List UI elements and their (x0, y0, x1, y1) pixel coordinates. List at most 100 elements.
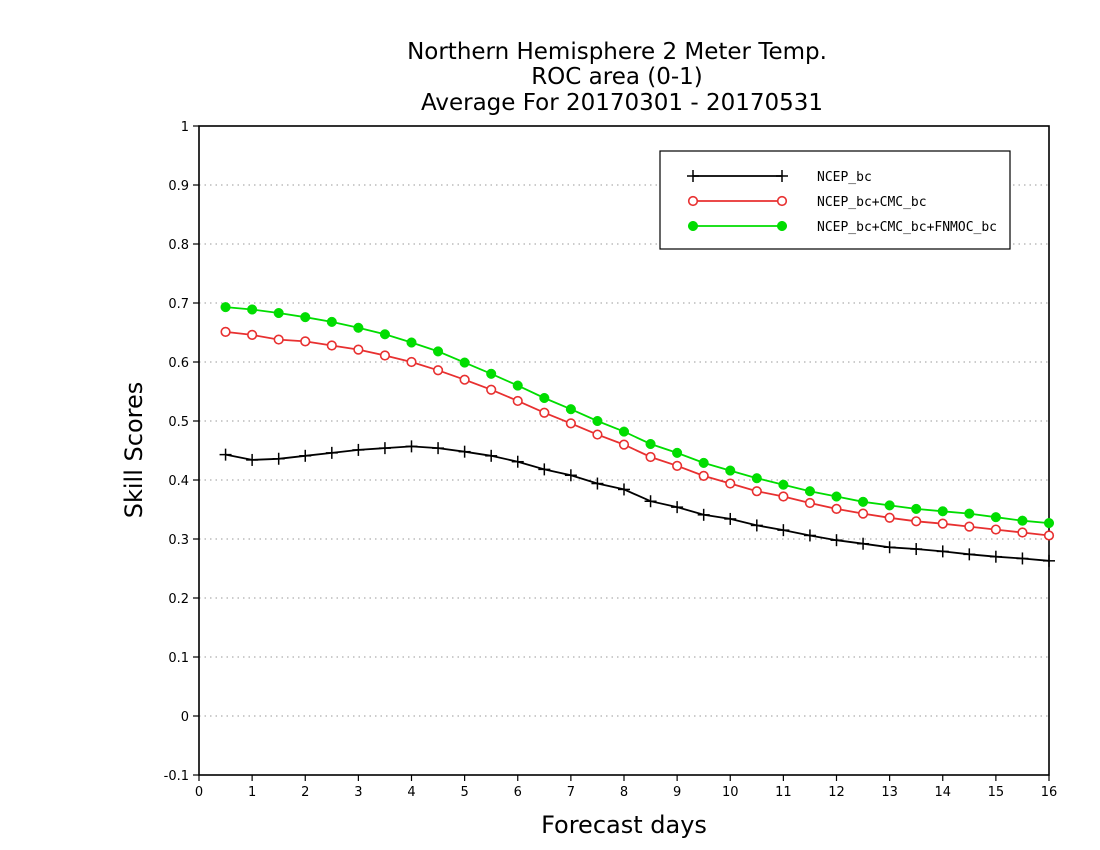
legend-marker (687, 195, 699, 207)
data-point (645, 451, 656, 463)
data-point (618, 439, 630, 450)
x-tick-label: 15 (988, 785, 1005, 800)
data-point (592, 429, 603, 440)
y-tick-label: 0.3 (168, 533, 189, 548)
x-tick-label: 12 (828, 785, 845, 800)
data-point (884, 500, 895, 511)
data-point (672, 460, 683, 471)
data-point (803, 529, 816, 542)
title-line-3: Average For 20170301 - 20170531 (421, 90, 823, 116)
data-point (1043, 554, 1055, 567)
data-point (325, 446, 338, 459)
data-point (300, 312, 311, 323)
data-point (1043, 530, 1055, 541)
y-tick-label: 0.8 (168, 238, 189, 253)
data-point (299, 449, 312, 462)
data-point (405, 440, 418, 453)
data-point (592, 415, 603, 427)
x-tick-label: 14 (934, 785, 951, 800)
y-tick-label: -0.1 (164, 769, 189, 784)
data-point (751, 473, 762, 484)
data-point (989, 550, 1002, 563)
data-point (247, 329, 258, 340)
data-point (857, 508, 869, 519)
data-point (379, 350, 391, 361)
data-point (644, 495, 657, 508)
data-point (406, 356, 417, 368)
legend-label: NCEP_bc (817, 170, 872, 185)
data-point (1017, 515, 1028, 526)
data-point (697, 508, 710, 521)
legend-marker (776, 170, 788, 182)
data-point (990, 512, 1001, 523)
data-point (831, 491, 842, 502)
legend-marker (776, 195, 788, 207)
data-point (911, 503, 922, 514)
data-point (273, 334, 284, 345)
data-point (591, 477, 604, 490)
data-point (883, 541, 896, 554)
data-point (247, 304, 258, 315)
data-point (539, 392, 550, 404)
legend-marker (687, 220, 699, 232)
series-line (225, 306, 1050, 524)
data-point (751, 486, 762, 497)
data-point (750, 519, 763, 532)
x-axis-label: Forecast days (541, 811, 707, 839)
data-point (778, 479, 789, 490)
data-point (857, 537, 870, 550)
gridlines (199, 184, 1049, 717)
data-point (804, 486, 815, 497)
data-point (725, 465, 736, 476)
data-point (512, 395, 523, 407)
x-tick-label: 6 (514, 785, 522, 800)
data-point (220, 302, 231, 313)
data-point (486, 368, 497, 379)
data-point (618, 426, 630, 437)
y-tick-label: 0.7 (168, 297, 189, 312)
y-tick-label: 0.4 (168, 474, 189, 489)
data-point (725, 478, 736, 489)
data-point (273, 307, 284, 319)
x-tick-label: 0 (195, 785, 203, 800)
legend-marker (687, 170, 699, 182)
chart-title: Northern Hemisphere 2 Meter Temp. ROC ar… (407, 39, 827, 116)
data-point (352, 443, 365, 456)
data-point (485, 449, 498, 462)
legend-label: NCEP_bc+CMC_bc+FNMOC_bc (817, 220, 997, 235)
data-point (937, 506, 948, 517)
data-point (538, 463, 551, 476)
data-point (406, 337, 417, 348)
data-point (379, 329, 390, 340)
legend-marker (776, 220, 788, 232)
y-tick-label: 0.6 (168, 356, 189, 371)
data-point (1016, 552, 1029, 565)
series-line (225, 445, 1050, 562)
data-point (990, 524, 1001, 535)
data-point (724, 512, 737, 525)
data-point (220, 326, 231, 338)
x-tick-label: 13 (881, 785, 898, 800)
x-tick-label: 10 (722, 785, 739, 800)
y-tick-label: 1 (181, 120, 189, 135)
data-point (565, 418, 576, 429)
data-point (300, 336, 311, 347)
data-point (671, 501, 684, 514)
data-point (433, 346, 444, 357)
data-point (1043, 518, 1055, 529)
axes: -0.100.10.20.30.40.50.60.70.80.910 1 2 3 4 5 6… (164, 120, 1058, 800)
x-tick-label: 7 (567, 785, 575, 800)
data-point (432, 442, 445, 455)
x-tick-label: 1 (248, 785, 256, 800)
data-point (778, 491, 789, 502)
y-tick-label: 0 (181, 710, 189, 725)
data-point (326, 340, 337, 351)
data-point (353, 322, 364, 333)
data-point (432, 365, 444, 376)
data-point (486, 384, 497, 395)
data-point (219, 448, 232, 461)
data-point (272, 452, 285, 465)
title-line-2: ROC area (0-1) (531, 64, 703, 90)
legend: NCEP_bc NCEP_bc+CMC_bc NCEP_bc+CMC_bc+FNMO… (659, 150, 1011, 250)
